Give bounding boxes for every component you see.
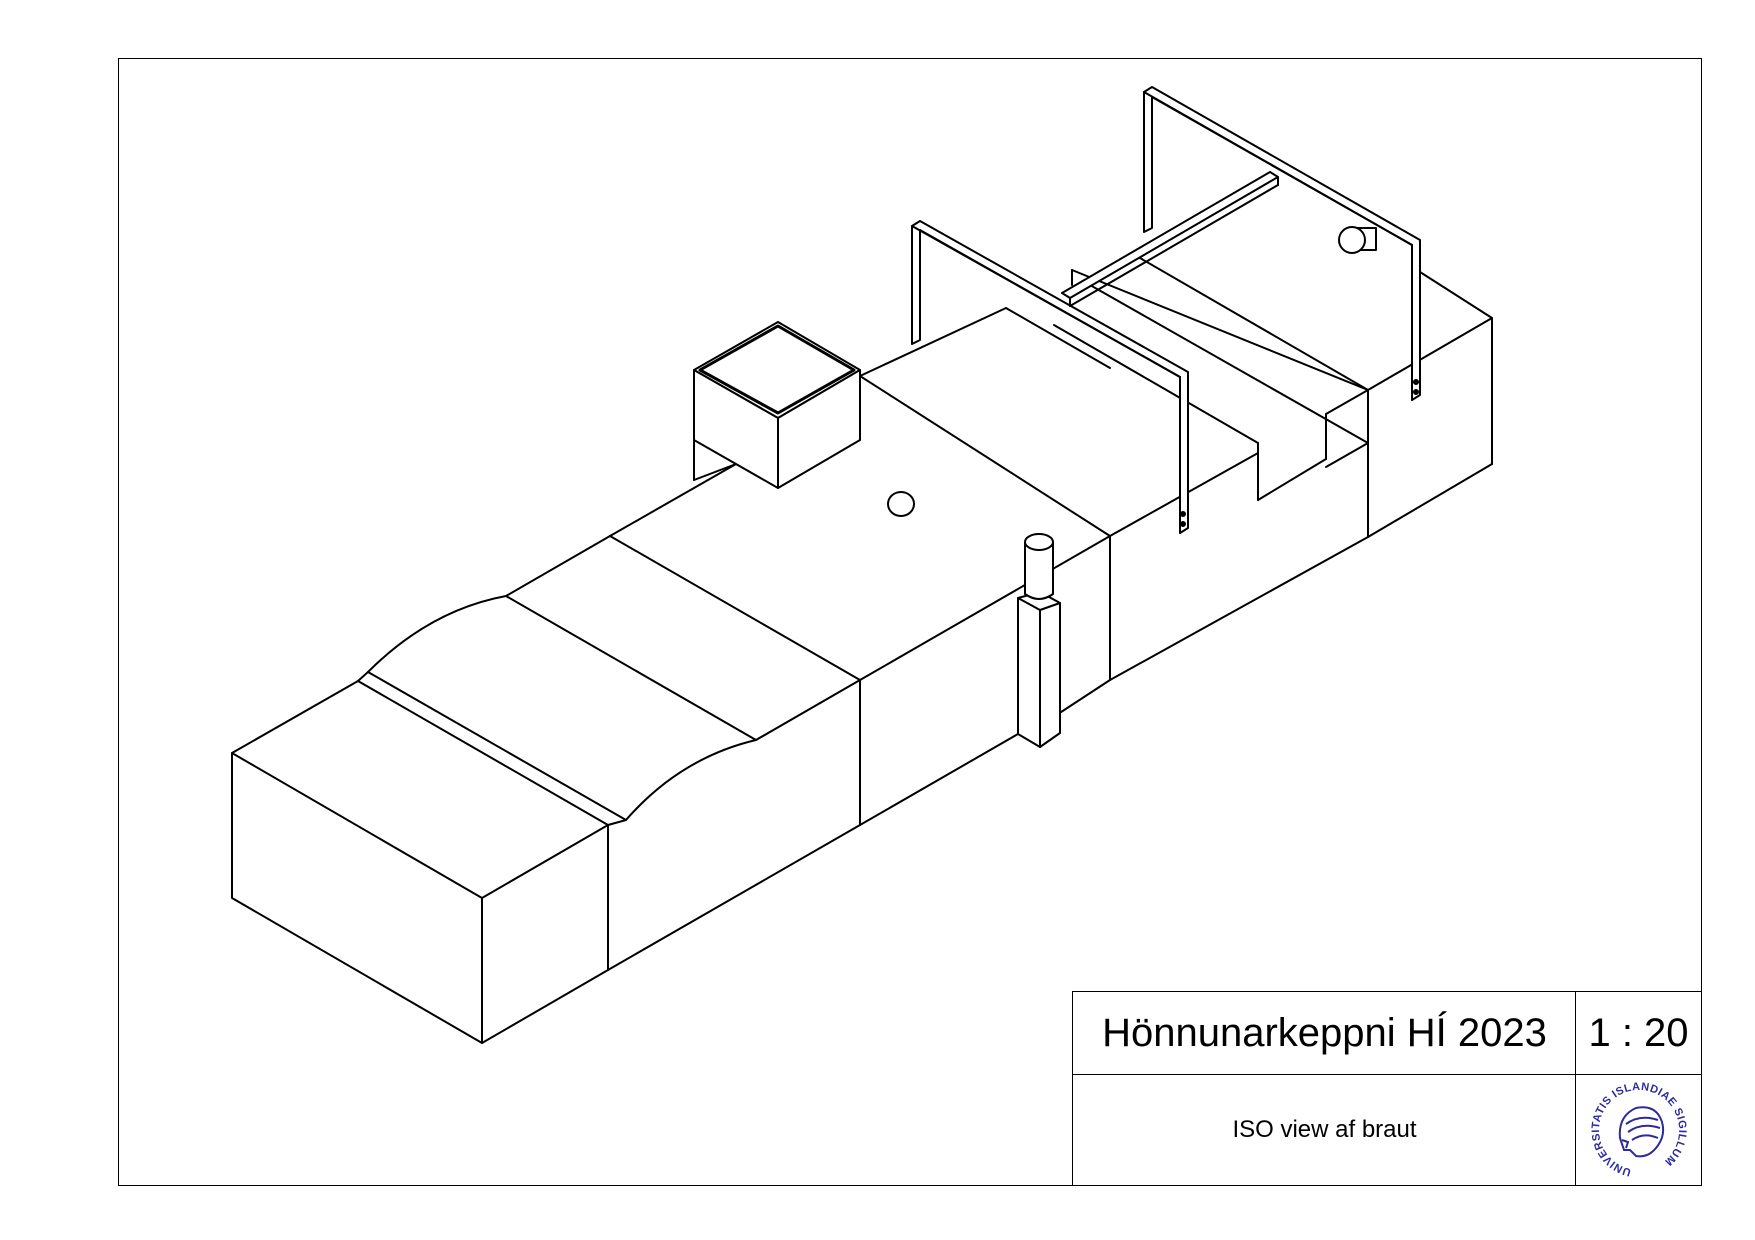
scale-cell: 1 : 20 [1575,991,1702,1076]
university-seal-logo: UNIVERSITATIS ISLANDIAE SIGILLUM [1589,1081,1687,1178]
drawing-border [118,58,1702,1186]
drawing-scale: 1 : 20 [1588,1011,1689,1055]
drawing-title: Hönnunarkeppni HÍ 2023 [1102,1011,1547,1055]
seal-cell: UNIVERSITATIS ISLANDIAE SIGILLUM [1575,1074,1702,1186]
sensor [1338,226,1377,254]
flat-deck [505,535,861,971]
connecting-beam [1061,171,1279,307]
title-cell: Hönnunarkeppni HÍ 2023 [1072,991,1577,1076]
middle-block [609,307,1111,826]
box-obstacle [693,321,861,489]
deck-hole [887,491,915,517]
hump-section [357,595,757,971]
stepped-section [1053,269,1369,681]
rear-gate [1143,86,1421,401]
svg-text:UNIVERSITATIS ISLANDIAE SIGILL: UNIVERSITATIS ISLANDIAE SIGILLUM [1589,1081,1687,1178]
post [1017,533,1061,748]
description-cell: ISO view af braut [1072,1074,1577,1186]
start-block [231,671,627,1044]
drawing-description: ISO view af braut [1232,1116,1417,1143]
end-block [1139,257,1493,538]
front-gate [911,220,1189,534]
